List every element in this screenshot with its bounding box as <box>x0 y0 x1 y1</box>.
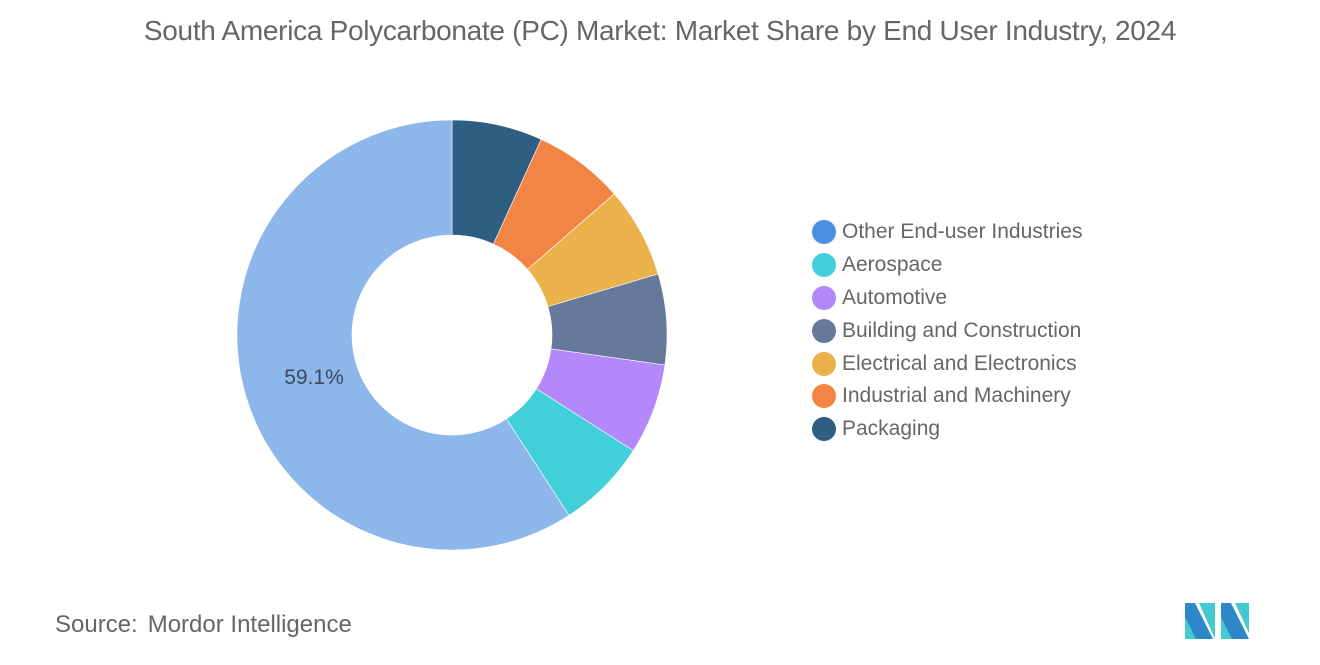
legend-item-aerospace: Aerospace <box>812 249 1082 282</box>
legend-swatch-icon <box>812 285 836 310</box>
legend-item-automotive: Automotive <box>812 282 1082 315</box>
chart-legend: Other End-user Industries Aerospace Auto… <box>812 216 1082 446</box>
legend-label: Building and Construction <box>842 318 1082 342</box>
legend-label: Packaging <box>842 417 941 441</box>
legend-swatch-icon <box>812 384 836 409</box>
legend-item-electrical: Electrical and Electronics <box>812 347 1082 380</box>
source-value: Mordor Intelligence <box>147 611 352 638</box>
source-footer: Source: Mordor Intelligence <box>55 611 352 639</box>
legend-swatch-icon <box>812 220 836 245</box>
source-key: Source: <box>55 611 138 638</box>
legend-label: Industrial and Machinery <box>842 384 1071 408</box>
legend-label: Aerospace <box>842 253 943 277</box>
mordor-intelligence-logo-icon <box>1185 603 1249 639</box>
legend-item-other: Other End-user Industries <box>812 216 1082 249</box>
legend-label: Automotive <box>842 285 948 309</box>
slice-label-other: 59.1% <box>284 366 344 389</box>
donut-slices <box>236 119 668 551</box>
legend-swatch-icon <box>812 417 836 442</box>
legend-label: Electrical and Electronics <box>842 351 1077 375</box>
chart-title: South America Polycarbonate (PC) Market:… <box>143 15 1177 46</box>
legend-label: Other End-user Industries <box>842 220 1083 244</box>
legend-item-industrial: Industrial and Machinery <box>812 380 1082 413</box>
donut-slice-other-end-user-industries <box>236 119 570 551</box>
legend-item-building: Building and Construction <box>812 314 1082 347</box>
legend-swatch-icon <box>812 351 836 376</box>
legend-swatch-icon <box>812 253 836 278</box>
legend-item-packaging: Packaging <box>812 413 1082 446</box>
legend-swatch-icon <box>812 318 836 343</box>
